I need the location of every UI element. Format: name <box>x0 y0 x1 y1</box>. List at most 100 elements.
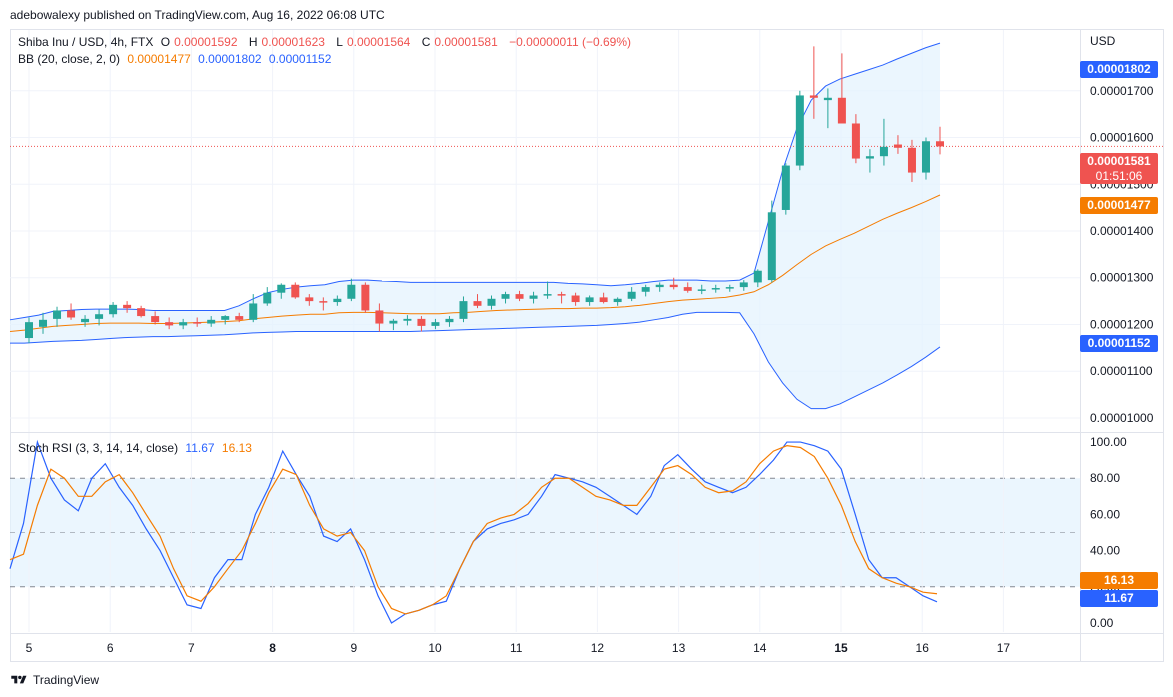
candle <box>655 282 664 292</box>
candle-body <box>823 97 832 101</box>
bb-legend[interactable]: BB (20, close, 2, 0) 0.00001477 0.000018… <box>18 52 335 66</box>
candle <box>711 284 720 293</box>
currency-label: USD <box>1090 34 1116 48</box>
candle <box>445 316 454 327</box>
candle <box>893 135 902 154</box>
candle-body <box>375 310 384 324</box>
candle-body <box>361 284 370 311</box>
candle-body <box>151 316 160 323</box>
candle <box>697 284 706 295</box>
bb-label: BB (20, close, 2, 0) <box>18 52 121 66</box>
stoch-d-value: 16.13 <box>221 441 252 455</box>
candle <box>837 53 846 124</box>
time-tick-label: 12 <box>591 641 605 655</box>
candle-body <box>249 303 258 320</box>
stoch-grid <box>10 433 1080 632</box>
candle-body <box>403 318 412 321</box>
stoch-label: Stoch RSI (3, 3, 14, 14, close) <box>18 441 179 455</box>
ohlc-close: C 0.00001581 <box>421 35 498 49</box>
time-tick-label: 6 <box>107 641 114 655</box>
candle <box>123 301 132 313</box>
candle <box>739 280 748 291</box>
candle <box>277 283 286 299</box>
candle-body <box>431 322 440 326</box>
price-tick-label: 0.00001200 <box>1090 317 1154 331</box>
price-tick-label: 0.00001100 <box>1090 364 1153 378</box>
price-tick-label: 0.00001000 <box>1090 411 1154 425</box>
candle-body <box>347 284 356 299</box>
candle-body <box>221 316 230 320</box>
price-axis: 0.000017000.000016000.000015000.00001400… <box>1090 84 1154 425</box>
time-tick-label: 11 <box>510 641 523 655</box>
stoch-tick-label: 40.00 <box>1090 544 1120 558</box>
candle-body <box>697 289 706 291</box>
time-tick-label: 7 <box>188 641 195 655</box>
tradingview-logo-icon <box>11 675 27 684</box>
candle-body <box>529 295 538 299</box>
candle-body <box>669 284 678 288</box>
symbol-label[interactable]: Shiba Inu / USD, 4h, FTX <box>18 35 154 49</box>
time-tick-label: 5 <box>26 641 33 655</box>
candle <box>781 163 790 215</box>
candle-body <box>557 294 566 296</box>
candle-body <box>319 301 328 303</box>
time-tick-label: 9 <box>350 641 357 655</box>
candle-body <box>81 318 90 323</box>
stoch-tick-label: 100.00 <box>1090 435 1127 449</box>
candle-body <box>809 95 818 98</box>
stoch-legend[interactable]: Stoch RSI (3, 3, 14, 14, close) 11.67 16… <box>18 441 256 455</box>
candle-body <box>25 322 33 339</box>
candle <box>221 315 230 325</box>
bb-upper-value: 0.00001802 <box>198 52 262 66</box>
stoch-d-badge: 16.13 <box>1080 572 1158 589</box>
footer-brand[interactable]: TradingView <box>33 673 100 687</box>
candle-body <box>879 146 888 157</box>
bb-lower-line <box>10 311 941 410</box>
candle <box>403 315 412 326</box>
time-tick-label: 17 <box>997 641 1011 655</box>
candle <box>389 318 398 331</box>
candle <box>39 312 48 334</box>
candle <box>543 281 552 299</box>
candle <box>613 297 622 306</box>
candle-body <box>277 284 286 293</box>
candle-body <box>417 318 426 326</box>
time-tick-label: 14 <box>753 641 767 655</box>
candle-body <box>109 304 118 315</box>
candle <box>753 269 762 288</box>
candle <box>249 294 258 323</box>
candle <box>725 284 734 292</box>
current-price-value: 0.00001581 <box>1087 154 1151 168</box>
candle-body <box>907 147 916 173</box>
candle-body <box>165 322 174 326</box>
candle <box>529 291 538 304</box>
price-tick-label: 0.00001400 <box>1090 224 1154 238</box>
candle-body <box>487 298 496 306</box>
candle-body <box>123 304 132 309</box>
candle-body <box>473 301 482 306</box>
candle-body <box>39 319 48 327</box>
publish-header: adebowalexy published on TradingView.com… <box>10 8 385 22</box>
candle <box>515 290 524 302</box>
candle <box>459 296 468 323</box>
candle <box>417 316 426 332</box>
candle <box>109 302 118 318</box>
candle-body <box>781 165 790 210</box>
time-tick-label: 16 <box>916 641 930 655</box>
candle <box>823 88 832 129</box>
candle <box>865 149 874 173</box>
candle <box>795 90 804 171</box>
time-tick-label: 13 <box>672 641 686 655</box>
candle <box>361 282 370 313</box>
price-tick-label: 0.00001600 <box>1090 131 1154 145</box>
candle <box>207 316 216 327</box>
candle <box>81 315 90 327</box>
candle-body <box>291 284 300 298</box>
candle <box>473 294 482 309</box>
candle <box>571 292 580 306</box>
candle-body <box>711 288 720 290</box>
candle <box>907 139 916 182</box>
candle <box>851 114 860 164</box>
chart-frame <box>10 29 1164 662</box>
